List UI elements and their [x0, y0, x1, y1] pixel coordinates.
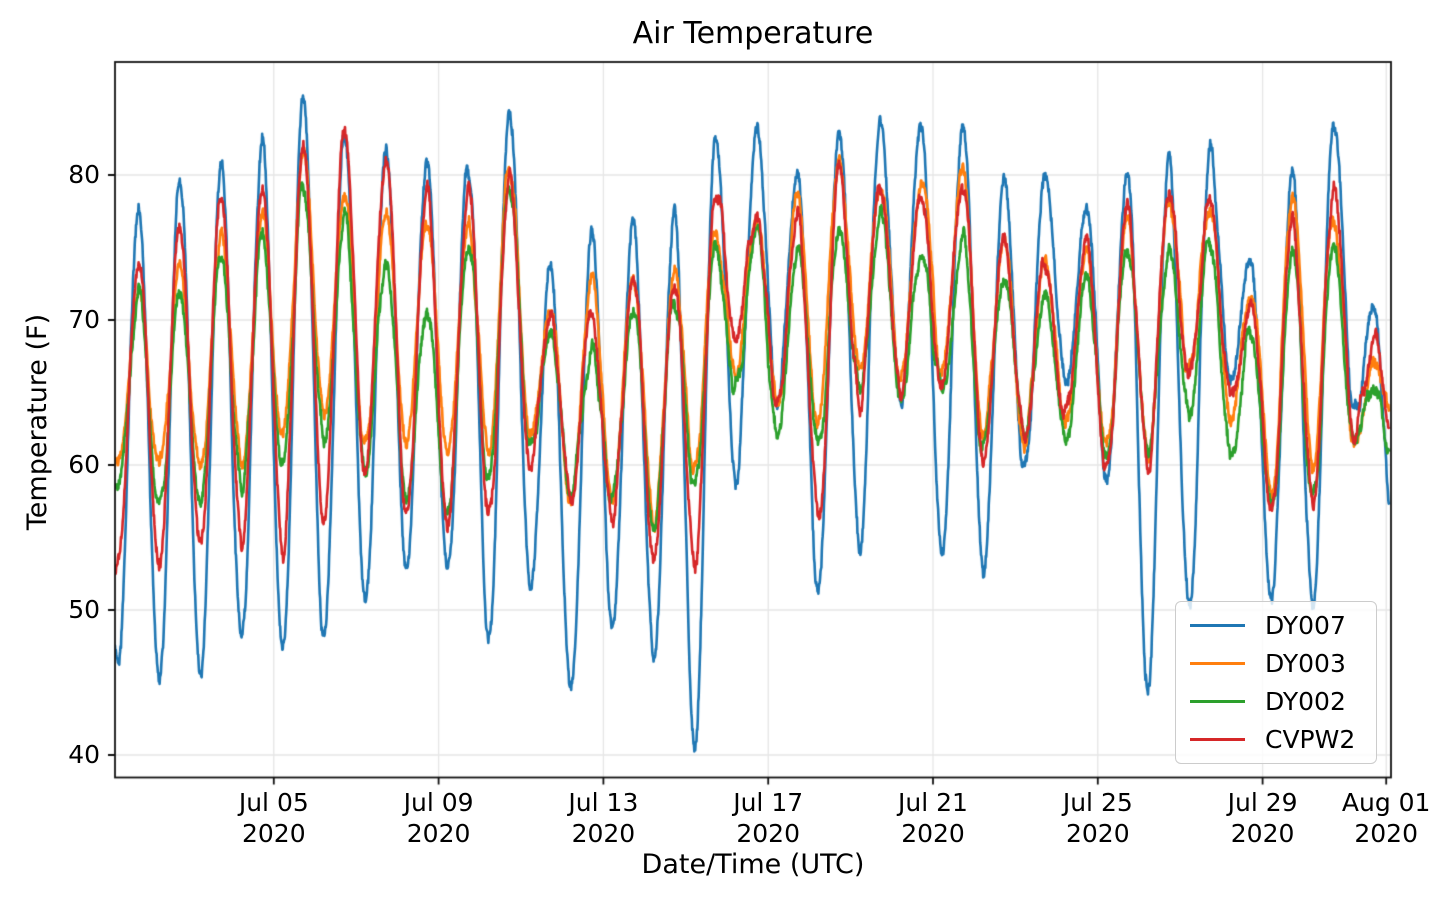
- x-tick-year: 2020: [1230, 819, 1295, 848]
- x-tick-date: Jul 29: [1227, 788, 1298, 817]
- y-tick-label: 80: [68, 160, 100, 189]
- x-tick-label: Jul 29 2020: [1193, 787, 1333, 849]
- legend: DY007 DY003 DY002 CVPW2: [1175, 601, 1377, 764]
- x-tick-year: 2020: [1065, 819, 1130, 848]
- x-tick-year: 2020: [571, 819, 636, 848]
- x-tick-year: 2020: [736, 819, 800, 848]
- legend-swatch-line-icon: [1190, 699, 1245, 703]
- legend-label: DY003: [1265, 649, 1346, 679]
- y-axis-label: Temperature (F): [22, 313, 53, 531]
- x-tick-year: 2020: [901, 819, 965, 848]
- x-tick-label: Aug 01 2020: [1316, 787, 1440, 849]
- legend-item: CVPW2: [1186, 725, 1366, 754]
- x-tick-label: Jul 13 2020: [533, 787, 673, 849]
- legend-item: DY003: [1186, 649, 1366, 678]
- legend-label: DY007: [1265, 611, 1346, 641]
- x-tick-date: Aug 01: [1341, 788, 1431, 817]
- x-tick-label: Jul 21 2020: [863, 787, 1003, 849]
- x-tick-year: 2020: [241, 819, 306, 848]
- x-tick-date: Jul 13: [568, 788, 639, 817]
- x-tick-label: Jul 09 2020: [369, 787, 509, 849]
- y-tick-label: 50: [68, 595, 100, 624]
- x-tick-date: Jul 21: [898, 788, 968, 817]
- x-tick-date: Jul 05: [238, 788, 309, 817]
- legend-swatch-line-icon: [1190, 624, 1245, 628]
- legend-label: DY002: [1265, 686, 1346, 716]
- x-tick-label: Jul 17 2020: [698, 787, 838, 849]
- y-tick-label: 40: [68, 740, 100, 769]
- legend-item: DY007: [1186, 611, 1366, 640]
- x-tick-date: Jul 09: [403, 788, 474, 817]
- x-tick-date: Jul 17: [733, 788, 804, 817]
- chart-title: Air Temperature: [632, 16, 874, 51]
- x-axis-label: Date/Time (UTC): [641, 849, 865, 880]
- x-tick-label: Jul 05 2020: [204, 787, 344, 849]
- x-tick-date: Jul 25: [1062, 788, 1133, 817]
- legend-label: CVPW2: [1265, 724, 1356, 754]
- x-tick-year: 2020: [406, 819, 471, 848]
- x-tick-year: 2020: [1354, 819, 1418, 848]
- y-tick-label: 60: [68, 450, 100, 479]
- legend-item: DY002: [1186, 687, 1366, 716]
- legend-swatch-line-icon: [1190, 662, 1245, 666]
- x-tick-label: Jul 25 2020: [1028, 787, 1168, 849]
- y-tick-label: 70: [68, 305, 100, 334]
- legend-swatch-line-icon: [1190, 737, 1245, 741]
